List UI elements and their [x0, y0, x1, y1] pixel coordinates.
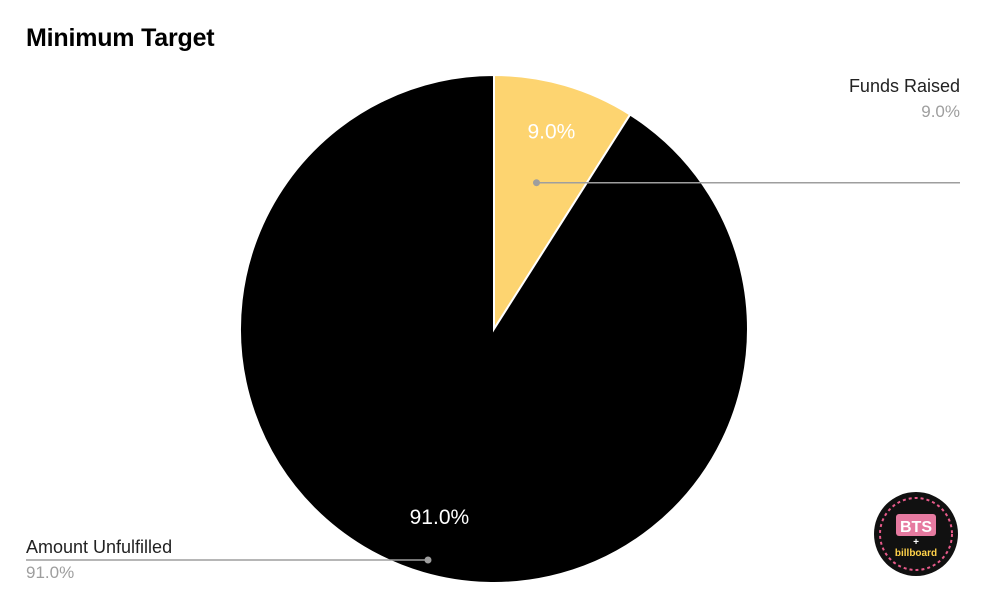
chart-title: Minimum Target	[26, 24, 215, 52]
slice-percent-label: 9.0%	[527, 120, 575, 143]
legend-value: 91.0%	[26, 563, 74, 582]
pie-slices	[239, 73, 749, 584]
pie-slice-amount-unfulfilled	[239, 73, 749, 584]
leader-dot	[424, 556, 432, 564]
slice-percent-label: 91.0%	[410, 506, 470, 529]
logo-shape	[896, 514, 936, 536]
logo-text-join: +	[913, 537, 919, 548]
pie-legends: Funds Raised 9.0% Amount Unfulfilled 91.0%	[26, 76, 960, 582]
logo-text-top: BTS	[900, 519, 932, 536]
leader-dot	[533, 179, 540, 187]
legend-value: 9.0%	[921, 102, 960, 121]
pie-slice-funds-raised	[493, 73, 632, 333]
logo-text-bottom: billboard	[895, 548, 937, 559]
logo-ring	[879, 497, 953, 571]
legend-label: Amount Unfulfilled	[26, 537, 172, 557]
bts-billboard-logo: BTS + billboard	[874, 492, 958, 576]
pie-slice-labels: 9.0% 91.0%	[410, 120, 576, 528]
legend-label: Funds Raised	[849, 76, 960, 96]
